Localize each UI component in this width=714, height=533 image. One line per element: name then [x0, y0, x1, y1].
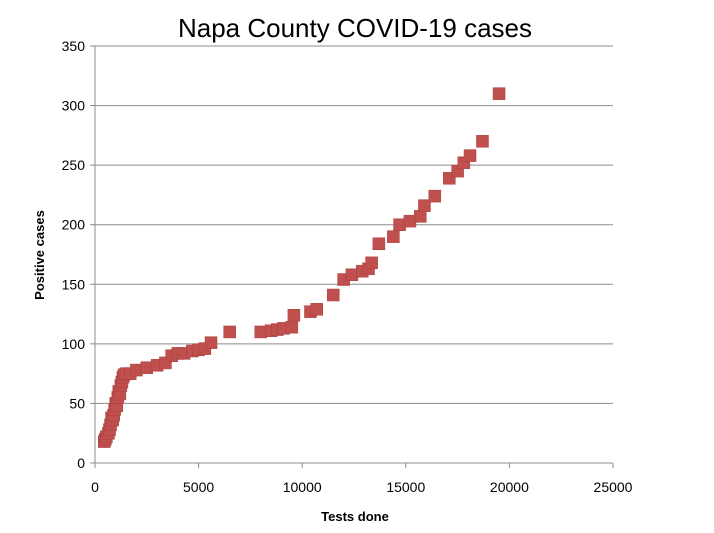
x-axis-label: Tests done: [321, 509, 389, 524]
data-point: [492, 87, 506, 100]
chart-title: Napa County COVID-19 cases: [178, 13, 532, 43]
data-point: [327, 288, 340, 302]
data-point: [372, 237, 386, 251]
y-tick-label: 350: [62, 38, 86, 54]
y-axis-label: Positive cases: [32, 210, 47, 300]
y-tick-labels: 0 50 100 150 200 250 300 350: [62, 38, 86, 471]
x-tick-labels: 0 5000 10000 15000 20000 25000: [91, 479, 633, 495]
y-tick-label: 300: [62, 98, 86, 114]
data-point: [418, 199, 431, 212]
x-tick-label: 10000: [283, 479, 322, 495]
x-tick-label: 20000: [490, 479, 529, 495]
data-point: [428, 189, 442, 203]
data-points: [98, 87, 506, 448]
y-tick-label: 150: [62, 276, 86, 292]
x-tick-label: 15000: [386, 479, 425, 495]
y-tick-label: 50: [69, 395, 85, 411]
data-point: [204, 336, 218, 349]
data-point: [223, 325, 236, 339]
data-point: [310, 303, 323, 316]
y-tick-label: 0: [77, 455, 85, 471]
y-tick-label: 250: [62, 157, 86, 173]
y-tick-label: 100: [62, 336, 86, 352]
x-tick-label: 0: [91, 479, 99, 495]
data-point: [387, 230, 400, 243]
data-point: [463, 149, 477, 162]
data-point: [285, 320, 299, 334]
data-point: [476, 135, 489, 148]
gridlines: [95, 45, 613, 404]
axes: [90, 45, 614, 468]
y-tick-label: 200: [62, 217, 86, 233]
x-tick-label: 25000: [594, 479, 633, 495]
data-point: [414, 210, 427, 223]
data-point: [365, 256, 378, 270]
data-point: [287, 309, 301, 322]
x-tick-label: 5000: [183, 479, 214, 495]
